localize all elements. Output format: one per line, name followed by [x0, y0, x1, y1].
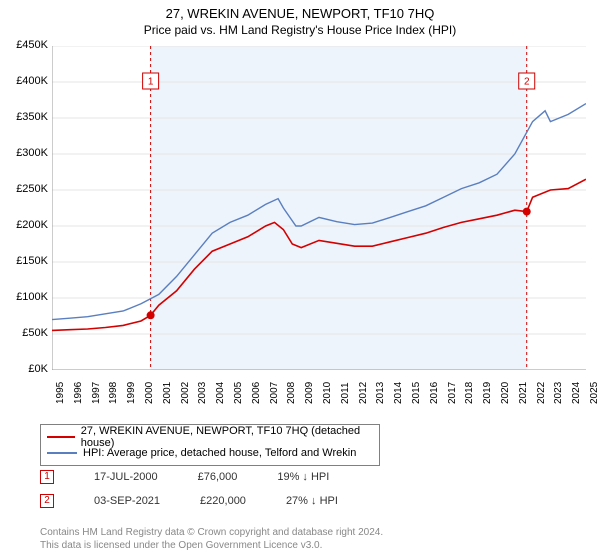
x-tick-label: 2014 [393, 382, 404, 404]
x-tick-label: 2013 [375, 382, 386, 404]
x-tick-label: 2019 [482, 382, 493, 404]
legend-row: HPI: Average price, detached house, Telf… [47, 445, 373, 461]
x-tick-label: 2009 [304, 382, 315, 404]
x-tick-label: 2015 [411, 382, 422, 404]
page-subtitle: Price paid vs. HM Land Registry's House … [0, 21, 600, 37]
x-tick-label: 2006 [251, 382, 262, 404]
legend-swatch [47, 452, 77, 454]
x-tick-label: 2023 [553, 382, 564, 404]
transaction-row: 2 03-SEP-2021 £220,000 27% ↓ HPI [40, 494, 338, 508]
y-tick-label: £150K [0, 255, 48, 267]
legend-label: HPI: Average price, detached house, Telf… [83, 447, 356, 459]
chart-svg: 12 [52, 46, 586, 370]
x-tick-label: 2007 [269, 382, 280, 404]
x-tick-label: 1998 [108, 382, 119, 404]
x-tick-label: 2011 [340, 382, 351, 404]
footer: Contains HM Land Registry data © Crown c… [40, 526, 383, 552]
transaction-delta: 27% ↓ HPI [286, 495, 338, 507]
x-tick-label: 2001 [162, 382, 173, 404]
y-tick-label: £200K [0, 219, 48, 231]
x-tick-label: 1995 [55, 382, 66, 404]
x-tick-label: 1999 [126, 382, 137, 404]
y-tick-label: £300K [0, 147, 48, 159]
x-tick-label: 2018 [464, 382, 475, 404]
y-tick-label: £450K [0, 39, 48, 51]
legend-label: 27, WREKIN AVENUE, NEWPORT, TF10 7HQ (de… [81, 425, 373, 449]
footer-line2: This data is licensed under the Open Gov… [40, 540, 322, 551]
x-tick-label: 2010 [322, 382, 333, 404]
y-tick-label: £50K [0, 327, 48, 339]
svg-text:1: 1 [148, 77, 154, 88]
y-tick-label: £250K [0, 183, 48, 195]
legend-swatch [47, 436, 75, 438]
x-tick-label: 2000 [144, 382, 155, 404]
transaction-price: £220,000 [200, 495, 246, 507]
x-tick-label: 2002 [180, 382, 191, 404]
x-tick-label: 2024 [571, 382, 582, 404]
x-tick-label: 2016 [429, 382, 440, 404]
transaction-date: 03-SEP-2021 [94, 495, 160, 507]
x-tick-label: 2003 [197, 382, 208, 404]
x-tick-label: 2017 [447, 382, 458, 404]
transaction-row: 1 17-JUL-2000 £76,000 19% ↓ HPI [40, 470, 329, 484]
legend-row: 27, WREKIN AVENUE, NEWPORT, TF10 7HQ (de… [47, 429, 373, 445]
x-tick-label: 1996 [73, 382, 84, 404]
x-tick-label: 2021 [518, 382, 529, 404]
chart-container: 27, WREKIN AVENUE, NEWPORT, TF10 7HQ Pri… [0, 0, 600, 560]
transaction-delta: 19% ↓ HPI [277, 471, 329, 483]
x-tick-label: 2022 [536, 382, 547, 404]
x-tick-label: 2008 [286, 382, 297, 404]
page-title: 27, WREKIN AVENUE, NEWPORT, TF10 7HQ [0, 0, 600, 21]
svg-text:2: 2 [524, 77, 530, 88]
transaction-date: 17-JUL-2000 [94, 471, 158, 483]
legend: 27, WREKIN AVENUE, NEWPORT, TF10 7HQ (de… [40, 424, 380, 466]
y-tick-label: £100K [0, 291, 48, 303]
chart-area: 12 [52, 46, 586, 370]
footer-line1: Contains HM Land Registry data © Crown c… [40, 527, 383, 538]
x-tick-label: 2012 [358, 382, 369, 404]
transaction-price: £76,000 [198, 471, 238, 483]
x-tick-label: 1997 [91, 382, 102, 404]
x-tick-label: 2025 [589, 382, 600, 404]
x-tick-label: 2005 [233, 382, 244, 404]
y-tick-label: £400K [0, 75, 48, 87]
x-tick-label: 2004 [215, 382, 226, 404]
y-tick-label: £0K [0, 363, 48, 375]
y-tick-label: £350K [0, 111, 48, 123]
x-tick-label: 2020 [500, 382, 511, 404]
marker-badge: 2 [40, 494, 54, 508]
marker-badge: 1 [40, 470, 54, 484]
